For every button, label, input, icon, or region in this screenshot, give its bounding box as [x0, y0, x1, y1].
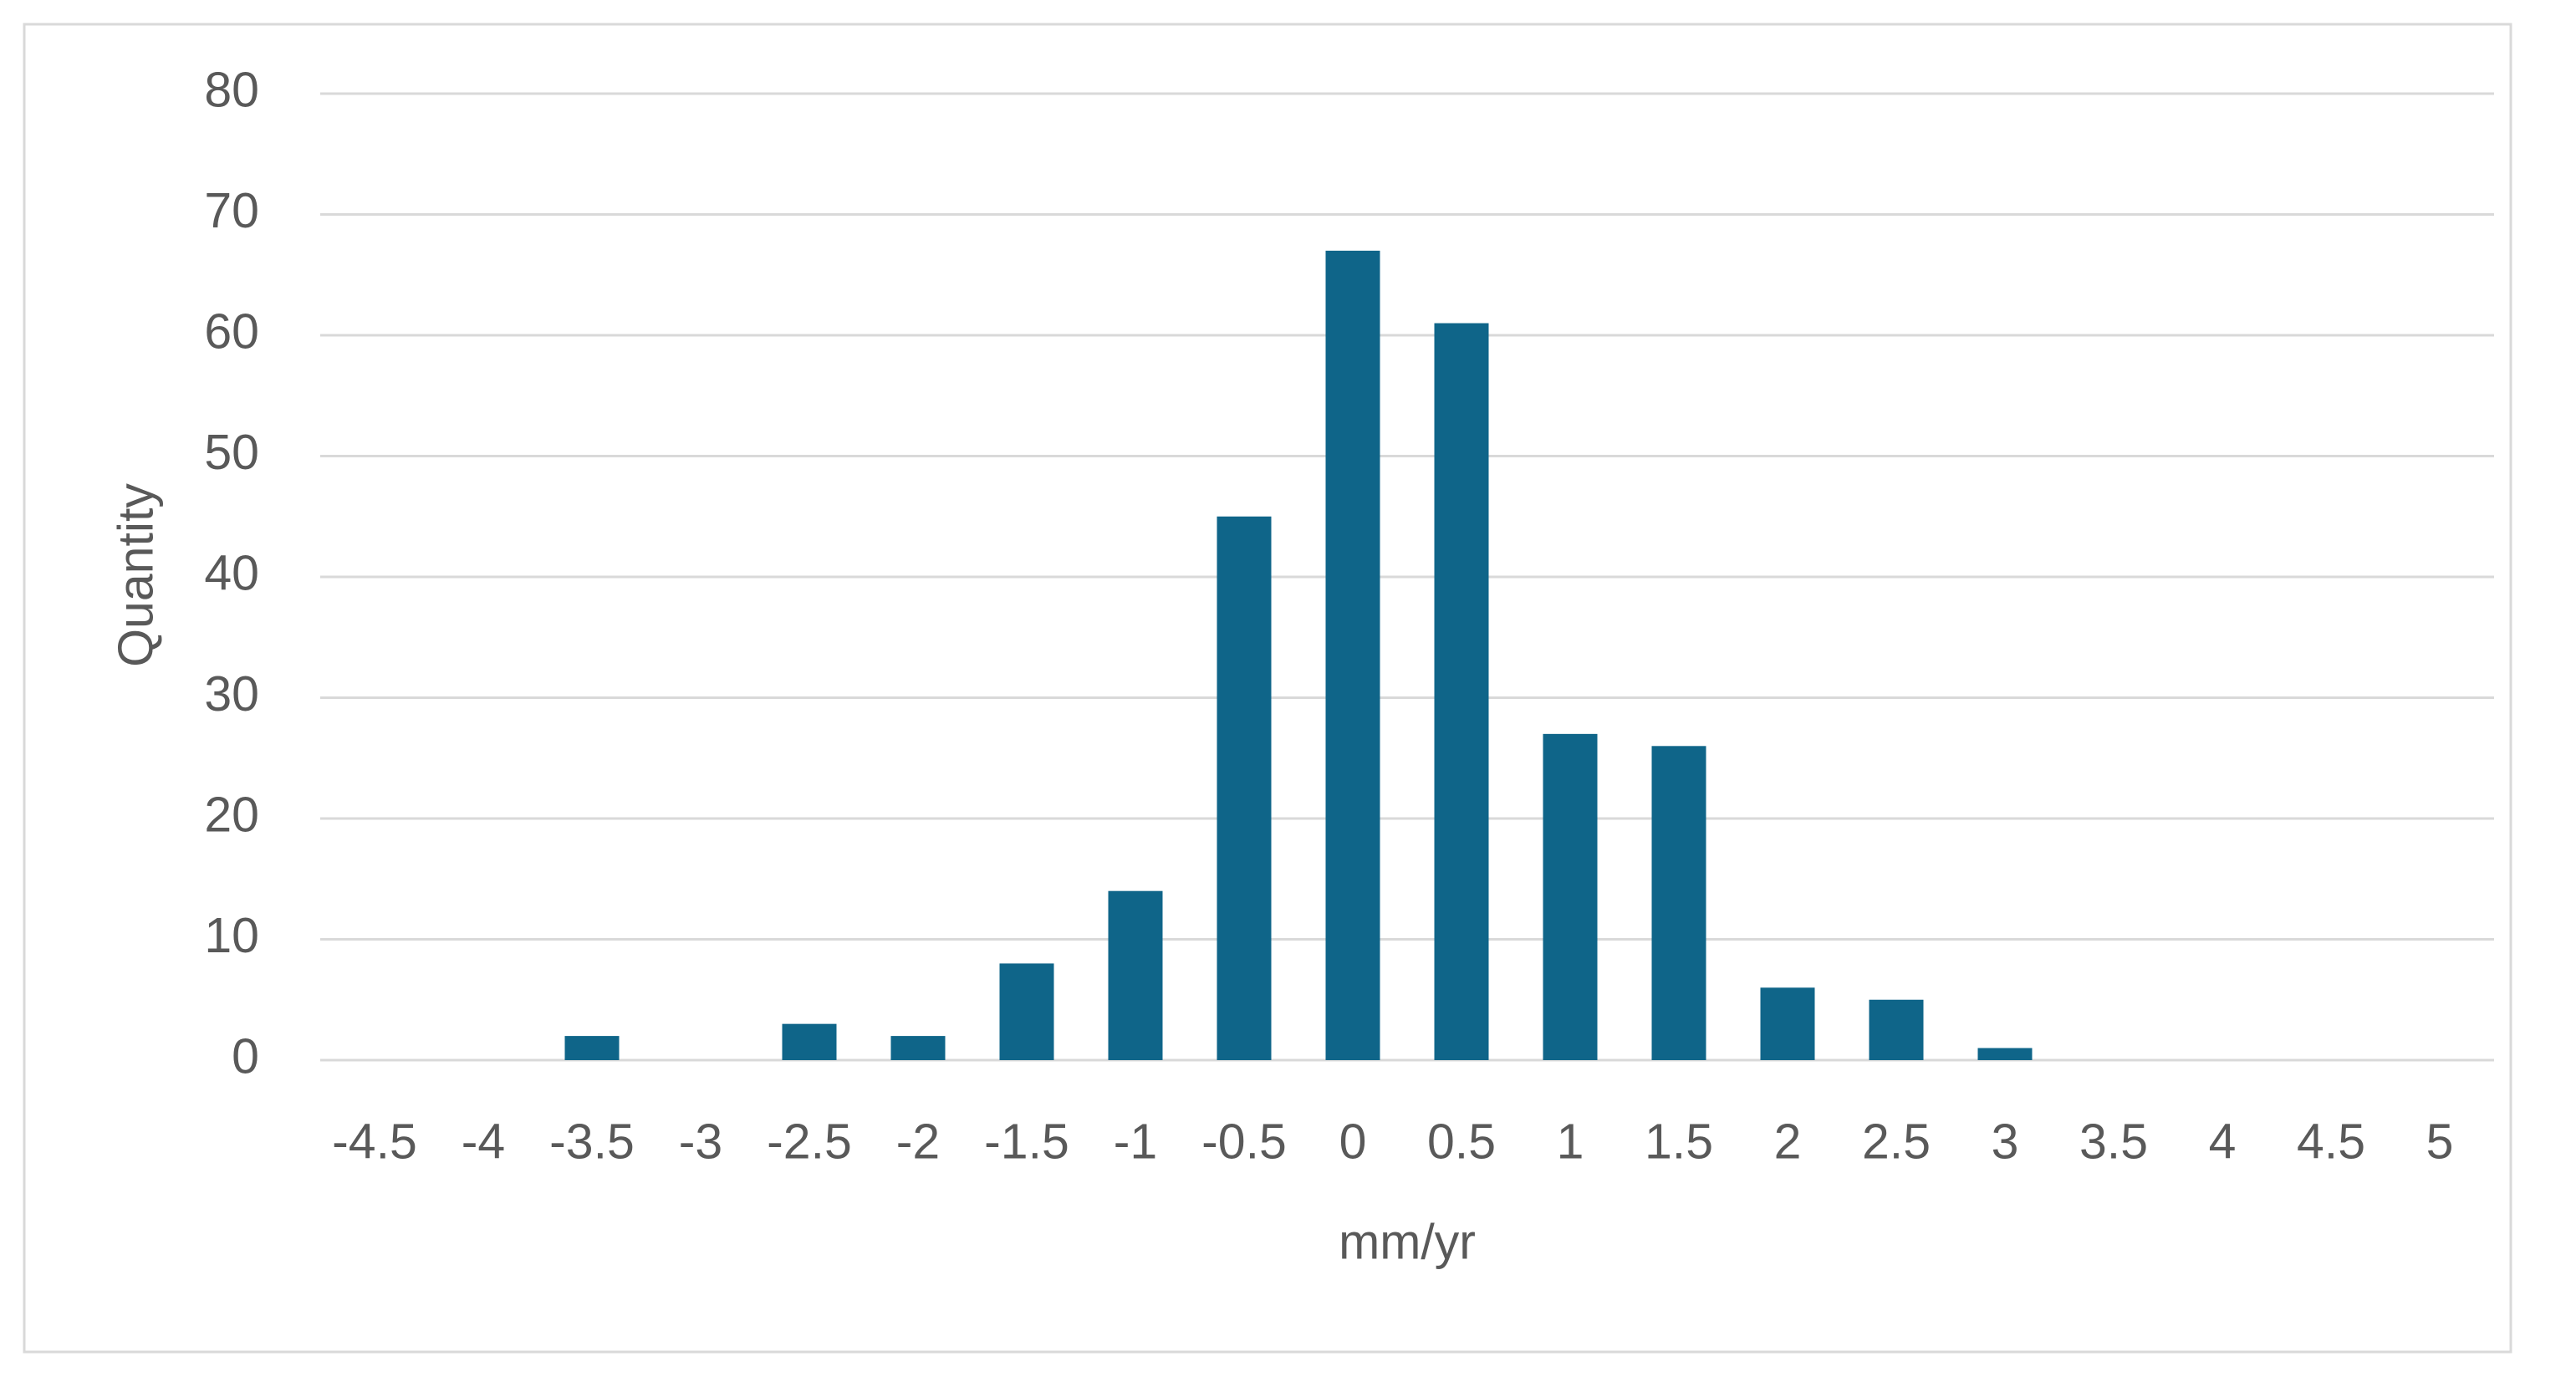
x-tick-label: -1.5	[984, 1114, 1069, 1170]
y-tick-label: 70	[204, 183, 259, 238]
x-axis-title: mm/yr	[1339, 1215, 1476, 1270]
x-tick-label: -4	[462, 1114, 505, 1170]
y-tick-label: 0	[232, 1029, 259, 1084]
x-tick-label: 5	[2426, 1114, 2454, 1170]
x-tick-label: 0.5	[1427, 1114, 1496, 1170]
x-tick-label: 4	[2209, 1114, 2237, 1170]
x-tick-label: -3.5	[549, 1114, 635, 1170]
bar	[1760, 987, 1815, 1060]
x-tick-label: -2.5	[767, 1114, 852, 1170]
bar	[999, 963, 1054, 1060]
y-tick-label: 30	[204, 666, 259, 722]
y-tick-label: 80	[204, 63, 259, 118]
x-tick-label: 3	[1992, 1114, 2019, 1170]
x-tick-label: -3	[679, 1114, 722, 1170]
bar	[564, 1036, 620, 1060]
bar	[1108, 890, 1163, 1060]
x-tick-label: 3.5	[2079, 1114, 2148, 1170]
bar	[1543, 733, 1598, 1060]
y-tick-label: 50	[204, 425, 259, 480]
x-tick-label: 2	[1774, 1114, 1802, 1170]
y-tick-label: 10	[204, 908, 259, 963]
bar	[890, 1036, 946, 1060]
y-tick-label: 40	[204, 546, 259, 601]
bar	[782, 1023, 837, 1060]
y-tick-label: 20	[204, 788, 259, 843]
bar	[1434, 323, 1489, 1060]
x-tick-label: -2	[896, 1114, 940, 1170]
x-tick-label: 0	[1339, 1114, 1367, 1170]
bar	[1651, 746, 1706, 1060]
y-tick-label: 60	[204, 304, 259, 360]
x-tick-label: -1	[1114, 1114, 1157, 1170]
x-tick-label: 1.5	[1645, 1114, 1713, 1170]
bar	[1325, 250, 1380, 1061]
bar	[1217, 516, 1272, 1060]
x-tick-label: 1	[1557, 1114, 1584, 1170]
x-tick-label: 2.5	[1862, 1114, 1931, 1170]
bar	[1977, 1048, 2033, 1060]
x-tick-label: -4.5	[332, 1114, 417, 1170]
bar	[1869, 999, 1924, 1060]
y-axis-title: Quantity	[109, 483, 164, 667]
x-tick-label: 4.5	[2297, 1114, 2365, 1170]
x-tick-label: -0.5	[1201, 1114, 1287, 1170]
